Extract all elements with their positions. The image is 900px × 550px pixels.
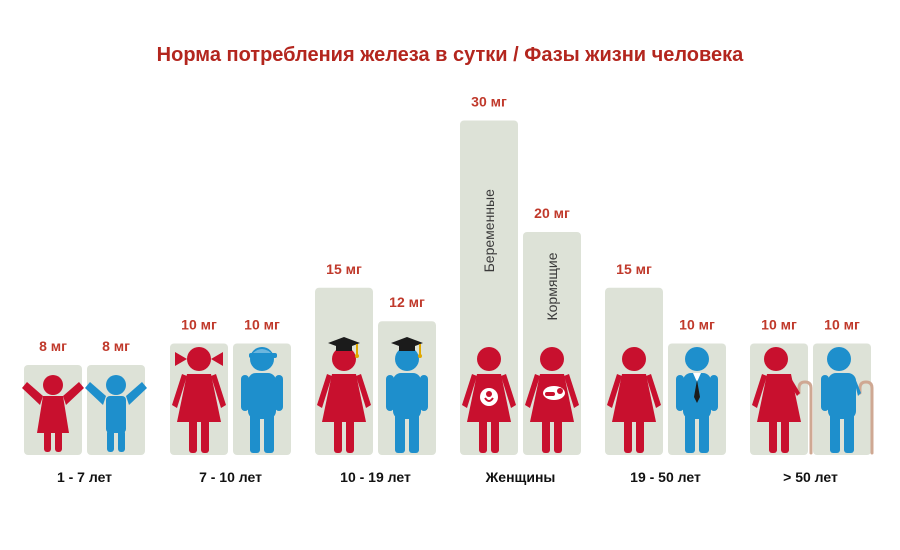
bar-group: 10 мг 10 мг > 50 лет (750, 317, 874, 485)
data-label: 30 мг (471, 94, 507, 110)
bar-group: 10 мг 10 мг 7 - 10 лет (170, 317, 291, 485)
bar-annotation: Кормящие (544, 252, 560, 320)
group-label: Женщины (485, 469, 556, 485)
chart-bar (605, 287, 663, 455)
old-woman-cane-icon (752, 347, 813, 455)
data-label: 10 мг (181, 317, 217, 333)
chart-title: Норма потребления железа в сутки / Фазы … (156, 44, 744, 66)
data-label: 8 мг (102, 338, 130, 354)
bar-group: 8 мг 8 мг 1 - 7 лет (22, 338, 147, 485)
boy-child-icon (85, 375, 147, 452)
data-label: 15 мг (326, 261, 362, 277)
girl-pigtails-icon (172, 347, 226, 453)
boy-graduate-icon (386, 337, 428, 453)
data-label: 15 мг (616, 261, 652, 277)
chart-bar (460, 120, 518, 455)
bar-group: 15 мг 10 мг 19 - 50 лет (605, 261, 726, 485)
old-man-cane-icon (821, 347, 874, 455)
woman-icon (607, 347, 661, 453)
data-label: 10 мг (761, 317, 797, 333)
data-label: 12 мг (389, 294, 425, 310)
chart-bar (315, 287, 373, 455)
group-label: 1 - 7 лет (57, 469, 112, 485)
bar-group: 30 мг Беременные 20 мг Кормящие Женщины (460, 94, 581, 485)
nursing-woman-icon (525, 347, 579, 453)
data-label: 10 мг (244, 317, 280, 333)
group-label: > 50 лет (783, 469, 838, 485)
man-tie-icon (676, 347, 718, 453)
bar-annotation: Беременные (481, 189, 497, 272)
pregnant-woman-icon (462, 347, 516, 453)
group-label: 19 - 50 лет (630, 469, 701, 485)
girl-graduate-icon (317, 337, 371, 453)
group-label: 10 - 19 лет (340, 469, 411, 485)
boy-cap-icon (241, 347, 283, 453)
data-label: 20 мг (534, 205, 570, 221)
girl-child-icon (22, 375, 84, 452)
data-label: 10 мг (679, 317, 715, 333)
data-label: 10 мг (824, 317, 860, 333)
data-label: 8 мг (39, 338, 67, 354)
bar-group: 15 мг 12 мг 10 - 19 лет (315, 261, 436, 485)
group-label: 7 - 10 лет (199, 469, 262, 485)
